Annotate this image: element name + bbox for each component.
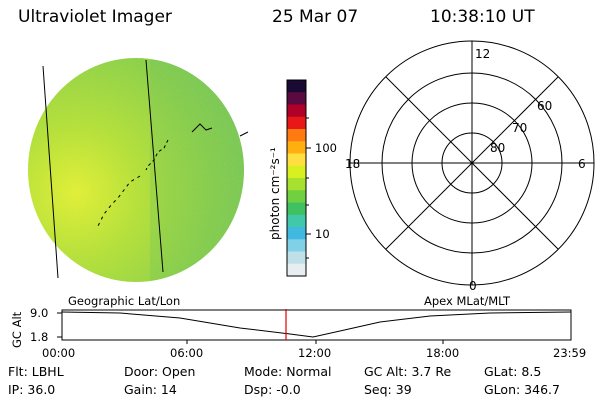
colorbar-band — [287, 116, 306, 130]
mlat-label-60: 60 — [537, 99, 552, 113]
colorbar-band — [287, 80, 306, 93]
colorbar-band — [287, 227, 306, 240]
seq-value: Seq: 39 — [364, 382, 412, 397]
gc-alt-value: GC Alt: 3.7 Re — [364, 364, 452, 379]
colorbar-band — [287, 251, 306, 265]
mlat-label-70: 70 — [512, 121, 527, 135]
mlt-label-12: 12 — [475, 47, 490, 61]
y-tick-label-high: 9.0 — [30, 306, 49, 320]
colorbar-band — [287, 190, 306, 204]
polar-diagonal-2 — [385, 76, 559, 250]
geographic-title: Geographic Lat/Lon — [68, 294, 181, 308]
x-tick-label-2359: 23:59 — [553, 346, 587, 360]
x-tick-label-0000: 00:00 — [42, 346, 76, 360]
colorbar-band — [287, 214, 306, 228]
y-tick-label-low: 1.8 — [30, 330, 49, 344]
mlat-label-80: 80 — [490, 141, 505, 155]
observation-time: 10:38:10 UT — [430, 7, 535, 27]
instrument-title: Ultraviolet Imager — [18, 7, 172, 27]
uv-image-disc — [28, 58, 244, 282]
glat-value: GLat: 8.5 — [484, 364, 542, 379]
colorbar-band — [287, 104, 306, 118]
colorbar-band — [287, 141, 306, 155]
colorbar-unit-label: photon cm⁻²s⁻¹ — [268, 147, 282, 240]
colorbar-label-100: 100 — [315, 141, 337, 155]
colorbar-label-10: 10 — [315, 227, 330, 241]
colorbar-band — [287, 153, 306, 167]
colorbar-band — [287, 165, 306, 179]
meridian-line-west — [42, 65, 59, 279]
apex-title: Apex MLat/MLT — [424, 294, 511, 308]
gain-value: Gain: 14 — [124, 382, 177, 397]
filter-value: Flt: LBHL — [8, 364, 64, 379]
colorbar — [287, 80, 306, 277]
mlt-label-0: 0 — [469, 279, 477, 293]
x-tick-label-1200: 12:00 — [298, 346, 332, 360]
coastline-segment — [191, 123, 213, 133]
x-tick-label-1800: 18:00 — [426, 346, 460, 360]
colorbar-band — [287, 239, 306, 253]
colorbar-band — [287, 92, 306, 106]
altitude-timeline — [57, 309, 572, 344]
mode-value: Mode: Normal — [244, 364, 332, 379]
limb-tick — [239, 131, 249, 137]
colorbar-band — [287, 178, 306, 191]
coastline-dashed-1 — [145, 139, 169, 171]
colorbar-band — [287, 263, 306, 277]
glon-value: GLon: 346.7 — [484, 382, 560, 397]
colorbar-band — [287, 129, 306, 142]
timeline-axis-label: GC Alt — [10, 311, 24, 348]
door-status: Door: Open — [124, 364, 196, 379]
observation-date: 25 Mar 07 — [272, 7, 359, 27]
mlt-label-18: 18 — [345, 157, 360, 171]
x-tick-label-0600: 06:00 — [170, 346, 204, 360]
altitude-curve — [61, 311, 572, 338]
ip-value: IP: 36.0 — [8, 382, 56, 397]
polar-grid — [349, 40, 595, 286]
geographic-overlay — [42, 59, 249, 279]
mlt-label-6: 6 — [578, 157, 586, 171]
colorbar-band — [287, 202, 306, 216]
meridian-line-east — [145, 59, 164, 273]
dsp-value: Dsp: -0.0 — [244, 382, 301, 397]
